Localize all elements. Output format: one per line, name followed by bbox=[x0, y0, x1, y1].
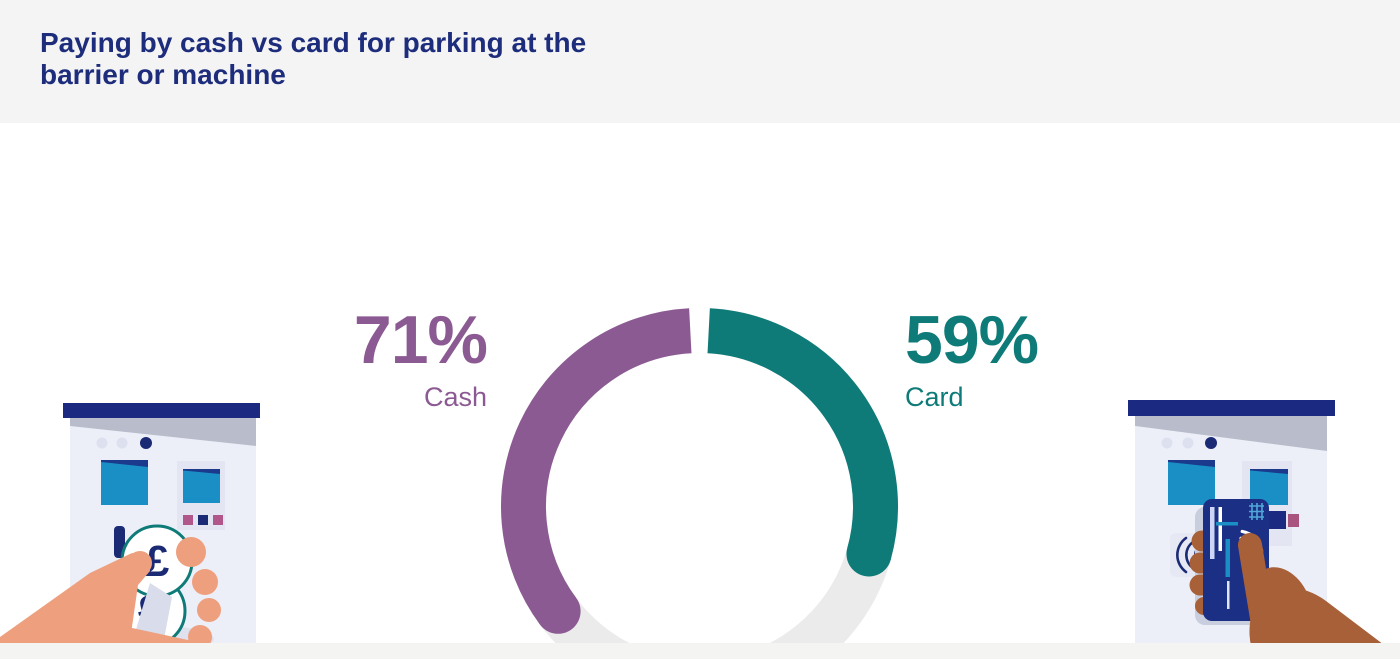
chart-area: £ £ bbox=[0, 123, 1400, 659]
donut-arc-endcap bbox=[535, 588, 581, 634]
card-parking-machine-illustration bbox=[1128, 400, 1400, 659]
card-reader-icon bbox=[1266, 511, 1286, 529]
cash-series-label: Cash bbox=[423, 382, 487, 412]
hand-icon bbox=[1238, 533, 1400, 659]
hand-holding-coins-icon: £ £ bbox=[0, 524, 221, 659]
header: Paying by cash vs card for parking at th… bbox=[0, 0, 1400, 123]
card-label-group: 59% Card bbox=[905, 306, 1115, 411]
card-series-label: Card bbox=[905, 382, 964, 412]
card-network-icon bbox=[1249, 503, 1264, 520]
display-screen-icon bbox=[101, 460, 148, 505]
status-lights-icon bbox=[96, 437, 152, 449]
donut-arc bbox=[501, 308, 692, 625]
parking-machine-icon bbox=[63, 403, 260, 659]
cash-percent-value: 71% bbox=[353, 302, 488, 378]
hand-holding-card-icon bbox=[1189, 499, 1400, 659]
donut-arc-endcap bbox=[846, 531, 892, 577]
cash-parking-machine-illustration: £ £ bbox=[0, 403, 260, 659]
footer-strip bbox=[0, 643, 1400, 659]
display-screen-icon bbox=[1168, 460, 1215, 505]
keypad-panel-icon bbox=[177, 461, 225, 530]
cash-label-group: 71% Cash bbox=[277, 302, 488, 412]
status-lights-icon bbox=[1161, 437, 1217, 449]
donut-arc bbox=[707, 308, 898, 561]
donut-chart bbox=[501, 308, 898, 659]
card-percent-value: 59% bbox=[905, 302, 1039, 378]
page-title: Paying by cash vs card for parking at th… bbox=[40, 27, 587, 91]
